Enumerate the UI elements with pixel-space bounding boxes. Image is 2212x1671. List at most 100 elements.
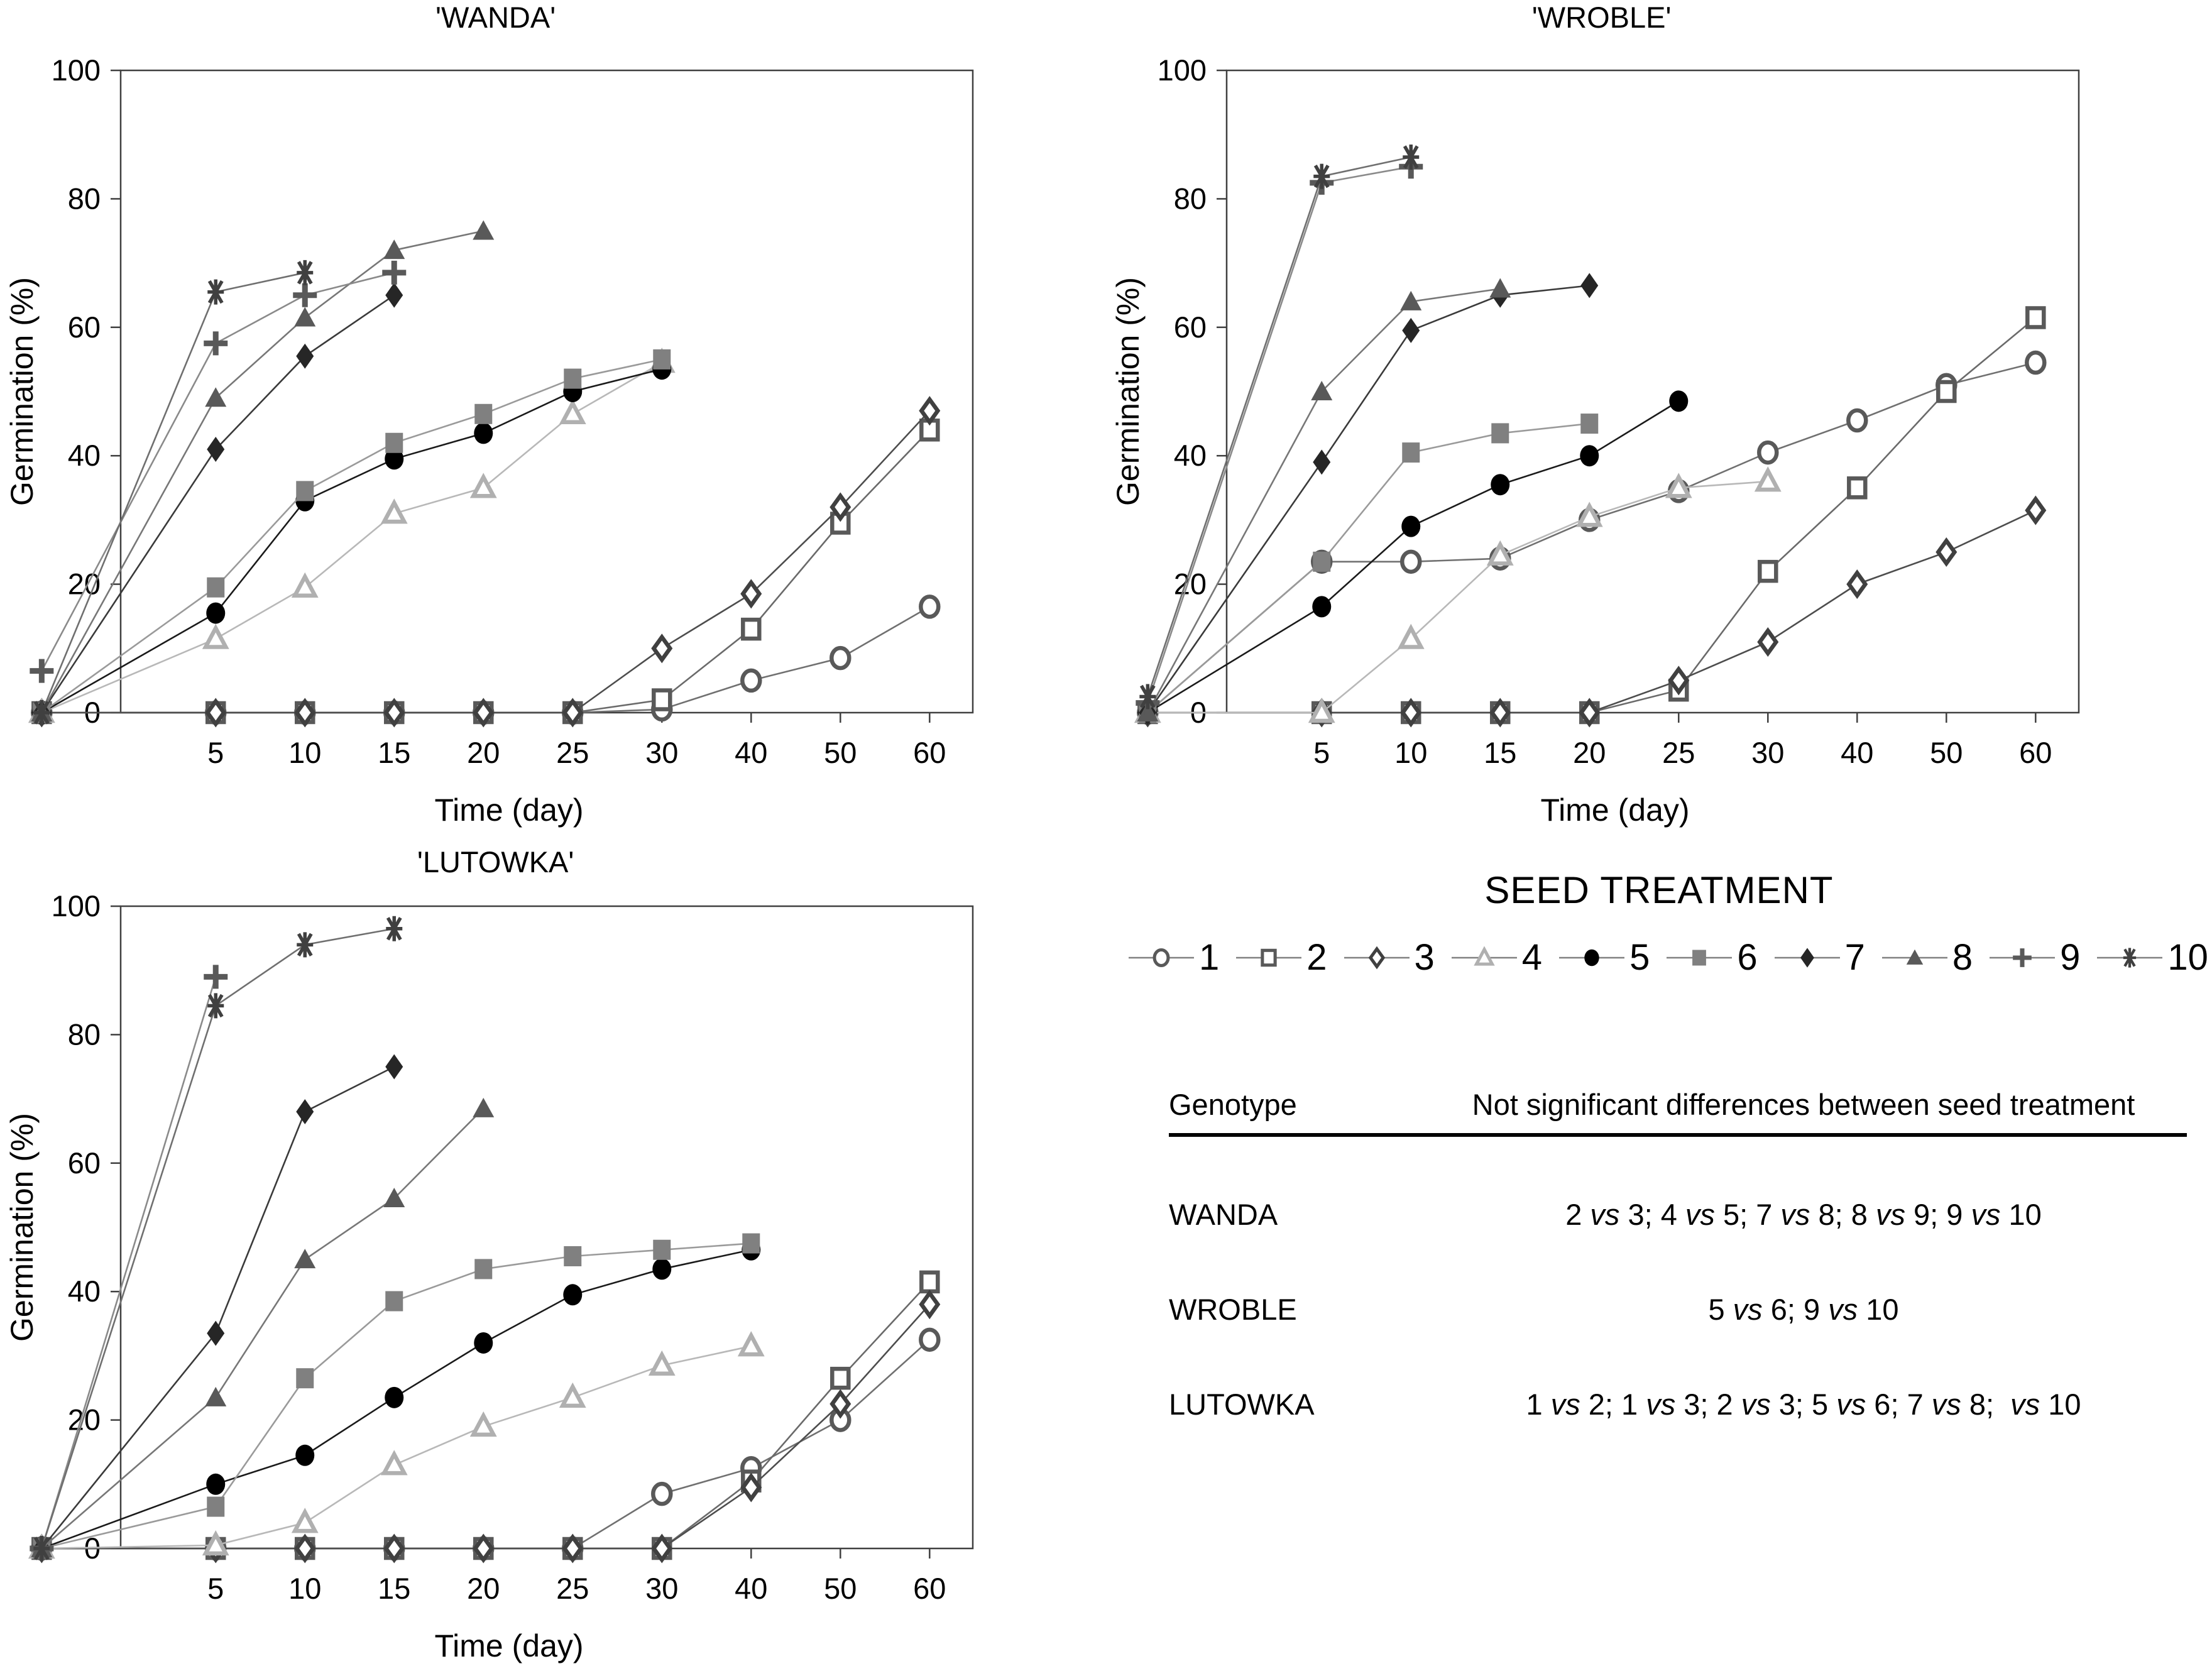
filled-circle-icon	[1559, 949, 1625, 966]
open-circle-marker	[830, 645, 851, 671]
x-tick-label: 10	[288, 1572, 321, 1605]
open-triangle-marker	[291, 1508, 319, 1533]
filled-circle-marker	[1491, 474, 1510, 496]
chart-wroble-container: 'WROBLE' 0 20 40 60 80 100 5 10 15 20 25 30 40 50 60 Tim…	[1106, 0, 2212, 836]
filled-square-marker	[564, 1246, 582, 1266]
open-diamond-marker	[1757, 627, 1779, 657]
x-tick-label: 5	[207, 736, 224, 769]
filled-square-marker	[474, 1259, 493, 1279]
asterisk-marker	[207, 279, 224, 305]
filled-square-marker	[742, 1233, 760, 1254]
filled-circle-marker	[385, 1386, 404, 1408]
legend-item-7: 7	[1773, 936, 1865, 978]
open-square-marker	[1936, 380, 1957, 403]
filled-square-marker	[207, 1496, 225, 1517]
filled-triangle-marker	[383, 239, 405, 260]
filled-triangle-marker	[205, 1386, 227, 1406]
series-9-line	[41, 271, 395, 672]
series-6-line	[1147, 422, 1590, 713]
open-square-marker	[830, 1366, 851, 1390]
ns-differences-value: 2 vs 3; 4 vs 5; 7 vs 8; 8 vs 9; 9 vs 10	[1565, 1198, 2042, 1231]
x-tick-label: 60	[913, 736, 946, 769]
open-diamond-marker	[651, 1533, 673, 1564]
open-circle-marker	[919, 594, 941, 619]
filled-diamond-marker	[1580, 273, 1599, 299]
series-1-line	[1147, 361, 2036, 713]
legend-item-5: 5	[1558, 936, 1650, 978]
filled-square-marker	[1402, 442, 1420, 463]
open-diamond-marker	[1400, 698, 1422, 728]
open-triangle-marker	[291, 572, 319, 598]
asterisk-marker	[297, 260, 314, 285]
y-tick-label: 60	[1174, 310, 1207, 344]
table-header-rule	[1169, 1133, 2187, 1137]
open-circle-marker	[919, 1327, 941, 1352]
legend-item-2: 2	[1235, 936, 1327, 978]
filled-triangle-marker	[294, 307, 316, 327]
asterisk-marker	[2123, 947, 2137, 968]
filled-diamond-marker	[207, 436, 225, 462]
series-8-line	[41, 230, 484, 713]
filled-triangle-marker	[473, 220, 495, 240]
open-triangle-marker	[559, 1382, 586, 1408]
genotype-label: WANDA	[1169, 1198, 1278, 1231]
filled-diamond-marker	[1313, 449, 1331, 475]
filled-square-marker	[385, 1291, 403, 1312]
plus-marker	[204, 965, 228, 989]
open-diamond-icon	[1344, 946, 1410, 969]
series-4-markers	[28, 348, 676, 723]
filled-square-marker	[296, 1368, 314, 1389]
significance-table: Genotype Not significant differences bet…	[1169, 1087, 2187, 1422]
filled-triangle-marker	[1906, 949, 1924, 965]
open-circle-marker	[740, 668, 762, 693]
series-9-line	[41, 977, 217, 1549]
open-diamond-marker	[2025, 495, 2047, 525]
filled-square-marker	[564, 368, 582, 389]
x-axis-title: Time (day)	[434, 1628, 583, 1663]
open-triangle-marker	[1754, 466, 1782, 492]
open-circle-icon	[1129, 948, 1194, 967]
filled-triangle-marker	[294, 1249, 316, 1269]
x-tick-label: 5	[207, 1572, 224, 1605]
legend-item-3: 3	[1343, 936, 1435, 978]
ns-differences-value: 1 vs 2; 1 vs 3; 2 vs 3; 5 vs 6; 7 vs 8; …	[1526, 1388, 2081, 1421]
filled-square-marker	[474, 403, 493, 424]
filled-circle-marker	[1669, 390, 1689, 412]
open-diamond-marker	[294, 1533, 316, 1564]
table-row: LUTOWKA 1 vs 2; 1 vs 3; 2 vs 3; 5 vs 6; 7…	[1169, 1387, 2187, 1422]
series-5-line	[1147, 400, 1679, 714]
open-triangle-marker	[380, 498, 408, 524]
open-triangle-marker	[1308, 698, 1335, 723]
chart-wanda-container: 'WANDA' 0 20 40 60 80 100 5 10 15 20 25 30 40 50 60 Time…	[0, 0, 1106, 836]
series-3-markers	[31, 396, 941, 728]
y-tick-label: 100	[1158, 53, 1207, 87]
open-diamond-marker	[1668, 666, 1690, 696]
genotype-label: LUTOWKA	[1169, 1388, 1315, 1421]
series-8-markers	[31, 220, 495, 721]
legend-item-label: 4	[1521, 937, 1543, 978]
open-diamond-marker	[740, 1472, 762, 1503]
y-tick-label: 60	[68, 1146, 101, 1180]
asterisk-marker	[33, 1536, 50, 1561]
asterisk-marker	[1313, 163, 1330, 189]
series-1-markers	[31, 1327, 941, 1561]
y-tick-label: 40	[1174, 439, 1207, 472]
x-tick-label: 15	[378, 1572, 410, 1605]
open-circle-marker	[1400, 549, 1422, 574]
y-tick-label: 80	[1174, 182, 1207, 215]
x-tick-label: 20	[467, 1572, 500, 1605]
filled-diamond-marker	[385, 1054, 403, 1080]
y-axis-title: Germination (%)	[4, 1113, 40, 1342]
asterisk-marker	[297, 932, 314, 958]
asterisk-marker	[207, 993, 224, 1019]
filled-square-marker	[653, 349, 671, 370]
legend-item-label: 5	[1629, 937, 1650, 978]
legend-item-label: 2	[1306, 937, 1327, 978]
open-triangle-marker	[1575, 501, 1603, 527]
open-triangle-marker	[469, 1411, 497, 1437]
open-diamond-marker	[1368, 946, 1385, 969]
table-row: WROBLE 5 vs 6; 9 vs 10	[1169, 1292, 2187, 1327]
series-8-markers	[31, 1097, 495, 1557]
plus-marker	[204, 331, 228, 356]
filled-circle-marker	[295, 1444, 315, 1466]
